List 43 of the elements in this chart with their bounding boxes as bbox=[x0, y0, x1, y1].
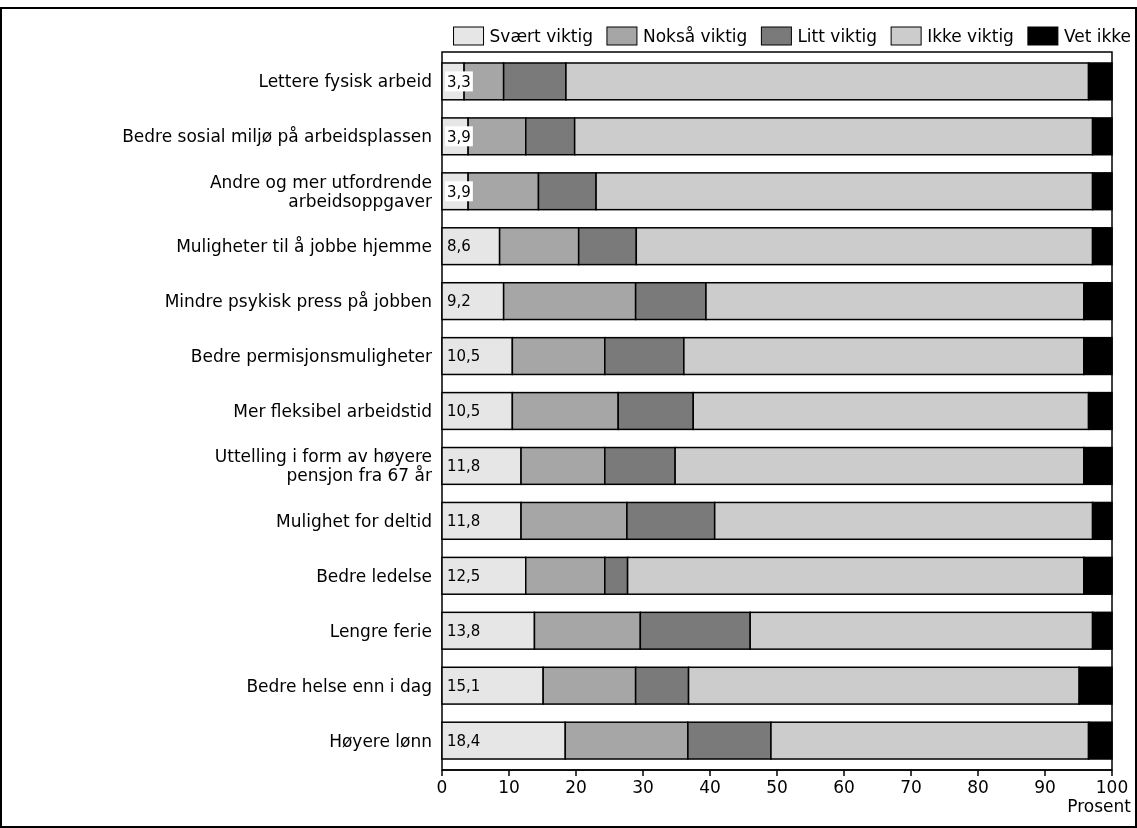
x-tick-label: 10 bbox=[498, 777, 520, 797]
x-tick-label: 80 bbox=[967, 777, 989, 797]
data-label: 11,8 bbox=[447, 457, 481, 476]
y-tick-label: Lettere fysisk arbeid bbox=[258, 71, 432, 92]
y-tick-label: Høyere lønn bbox=[329, 730, 432, 751]
x-tick-label: 60 bbox=[833, 777, 855, 797]
data-label: 13,8 bbox=[447, 621, 481, 640]
y-tick-label: Uttelling i form av høyere pensjon fra 67 år bbox=[214, 446, 433, 486]
x-tick-label: 0 bbox=[436, 777, 448, 797]
data-label: 9,2 bbox=[447, 292, 471, 311]
data-label: 18,4 bbox=[447, 731, 481, 750]
y-tick-label: Mulighet for deltid bbox=[276, 510, 432, 531]
y-tick-label: Muligheter til å jobbe hjemme bbox=[176, 236, 432, 257]
data-label: 12,5 bbox=[447, 567, 481, 586]
y-tick-label: Lengre ferie bbox=[329, 620, 432, 641]
data-label: 3,9 bbox=[447, 127, 471, 146]
y-tick-label: Mindre psykisk press på jobben bbox=[164, 291, 432, 312]
y-tick-label: Bedre permisjonsmuligheter bbox=[190, 346, 432, 367]
x-tick-label: 90 bbox=[1034, 777, 1056, 797]
data-label: 11,8 bbox=[447, 512, 481, 531]
x-axis-title: Prosent bbox=[1067, 796, 1132, 816]
x-tick-label: 30 bbox=[632, 777, 654, 797]
data-label: 10,5 bbox=[447, 402, 481, 421]
legend-label: Vet ikke bbox=[1063, 25, 1132, 46]
x-tick-label: 100 bbox=[1095, 777, 1129, 797]
legend-label: Ikke viktig bbox=[927, 25, 1014, 46]
data-label: 15,1 bbox=[447, 676, 481, 695]
y-tick-label: Bedre ledelse bbox=[316, 565, 432, 586]
data-label: 3,9 bbox=[447, 182, 471, 201]
y-tick-label: Bedre helse enn i dag bbox=[246, 675, 432, 696]
data-label: 8,6 bbox=[447, 237, 471, 256]
x-tick-label: 40 bbox=[699, 777, 721, 797]
y-tick-label: Mer fleksibel arbeidstid bbox=[233, 400, 432, 421]
x-tick-label: 20 bbox=[565, 777, 587, 797]
y-tick-label: Andre og mer utfordrende arbeidsoppgaver bbox=[209, 171, 432, 211]
x-tick-label: 50 bbox=[766, 777, 788, 797]
x-tick-label: 70 bbox=[900, 777, 922, 797]
y-tick-label: Bedre sosial miljø på arbeidsplassen bbox=[122, 126, 432, 147]
legend-label: Litt viktig bbox=[797, 25, 878, 46]
legend-label: Svært viktig bbox=[489, 25, 593, 46]
data-label: 3,3 bbox=[447, 72, 471, 91]
data-label: 10,5 bbox=[447, 347, 481, 366]
legend-label: Nokså viktig bbox=[642, 25, 748, 46]
